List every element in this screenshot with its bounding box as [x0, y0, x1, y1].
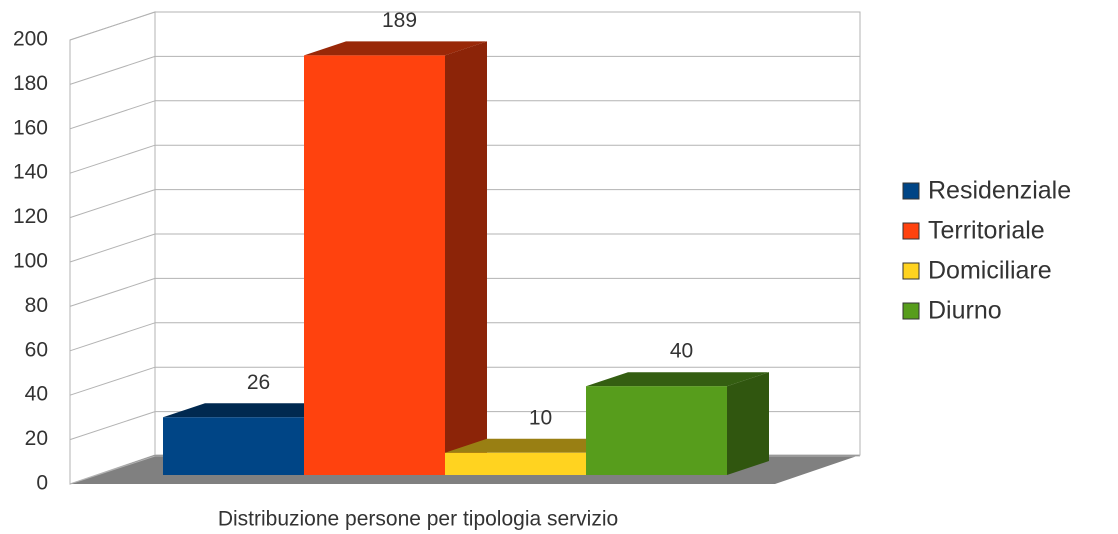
bar [163, 417, 304, 475]
legend-label: Domiciliare [928, 257, 1052, 285]
bar-side [445, 41, 487, 476]
y-tick-label: 140 [13, 161, 48, 184]
legend-swatch [902, 302, 920, 320]
legend-swatch [902, 222, 920, 240]
y-tick-label: 200 [13, 28, 48, 51]
grid-line [69, 55, 156, 85]
bar-side [727, 372, 769, 475]
y-tick-label: 80 [25, 294, 48, 317]
value-label: 189 [382, 9, 417, 32]
bar [445, 452, 586, 475]
y-tick-label: 60 [25, 338, 48, 361]
y-tick-label: 160 [13, 116, 48, 139]
grid-line [69, 411, 156, 441]
y-tick-label: 40 [25, 383, 48, 406]
y-tick-label: 20 [25, 427, 48, 450]
legend-swatch [902, 262, 920, 280]
bar-top [163, 403, 346, 418]
bar-top [304, 41, 487, 56]
value-label: 10 [529, 406, 552, 429]
grid-line [69, 366, 156, 396]
bar [304, 55, 445, 476]
legend-label: Residenziale [928, 177, 1071, 205]
bar [586, 386, 727, 475]
value-label: 26 [247, 371, 270, 394]
grid-line [69, 322, 156, 352]
x-axis-label: Distribuzione persone per tipologia serv… [218, 508, 618, 531]
y-tick-label: 120 [13, 205, 48, 228]
bar-top [586, 372, 769, 387]
y-tick-label: 100 [13, 250, 48, 273]
grid-line [69, 189, 156, 219]
grid-line [69, 277, 156, 307]
grid-line [69, 455, 156, 485]
value-label: 40 [670, 340, 693, 363]
legend-label: Diurno [928, 297, 1002, 325]
grid-line [69, 144, 156, 174]
legend-label: Territoriale [928, 217, 1045, 245]
grid-line [69, 233, 156, 263]
bar-top [445, 438, 628, 453]
grid-line [69, 100, 156, 130]
grid-line [69, 11, 156, 41]
y-tick-label: 180 [13, 72, 48, 95]
legend-swatch [902, 182, 920, 200]
y-tick-label: 0 [36, 472, 48, 495]
